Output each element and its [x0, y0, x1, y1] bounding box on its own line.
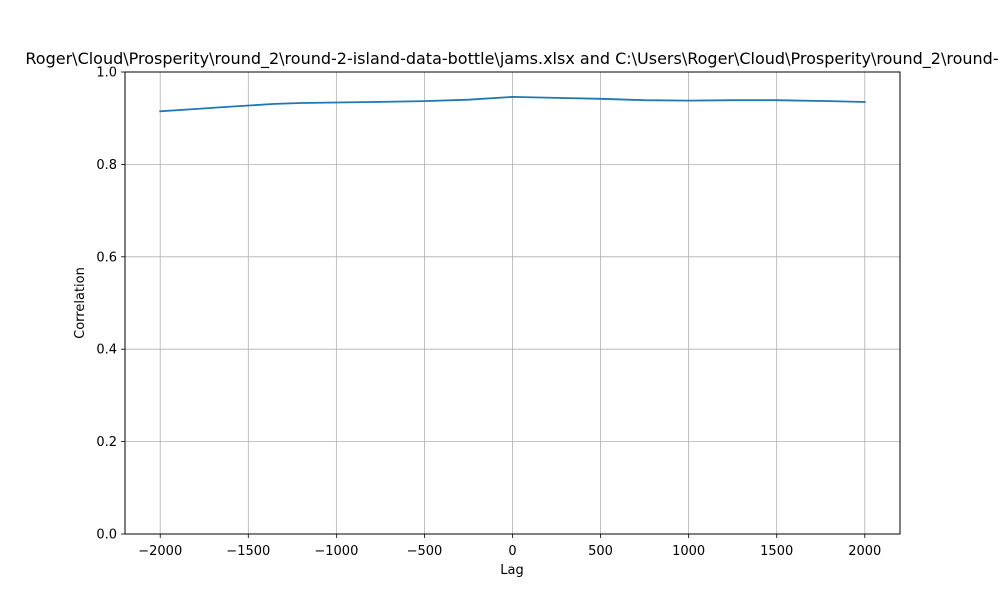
x-tick-label: 1500 [760, 544, 793, 559]
x-tick-label: 0 [508, 544, 516, 559]
x-tick-label: 1000 [672, 544, 705, 559]
y-tick-label: 0.0 [96, 528, 117, 543]
y-axis-ticks: 0.0 0.2 0.4 0.6 0.8 1.0 [96, 66, 125, 543]
series-line-0 [159, 96, 866, 113]
y-tick-label: 0.8 [96, 158, 117, 173]
y-axis-label: Correlation [73, 267, 88, 339]
x-axis-ticks: −2000 −1500 −1000 −500 0 500 1000 1500 2000 [138, 534, 881, 559]
y-tick-label: 0.2 [96, 435, 117, 450]
x-tick-label: 500 [588, 544, 613, 559]
x-tick-label: −1500 [226, 544, 270, 559]
x-tick-label: −2000 [138, 544, 182, 559]
y-tick-label: 0.6 [96, 250, 117, 265]
x-tick-label: −1000 [314, 544, 358, 559]
x-tick-label: −500 [407, 544, 443, 559]
chart-title: Roger\Cloud\Prosperity\round_2\round-2-i… [25, 49, 998, 69]
x-tick-label: 2000 [848, 544, 881, 559]
y-tick-label: 1.0 [96, 66, 117, 81]
x-axis-label: Lag [500, 563, 523, 578]
series-layer [159, 96, 866, 113]
y-tick-label: 0.4 [96, 343, 117, 358]
